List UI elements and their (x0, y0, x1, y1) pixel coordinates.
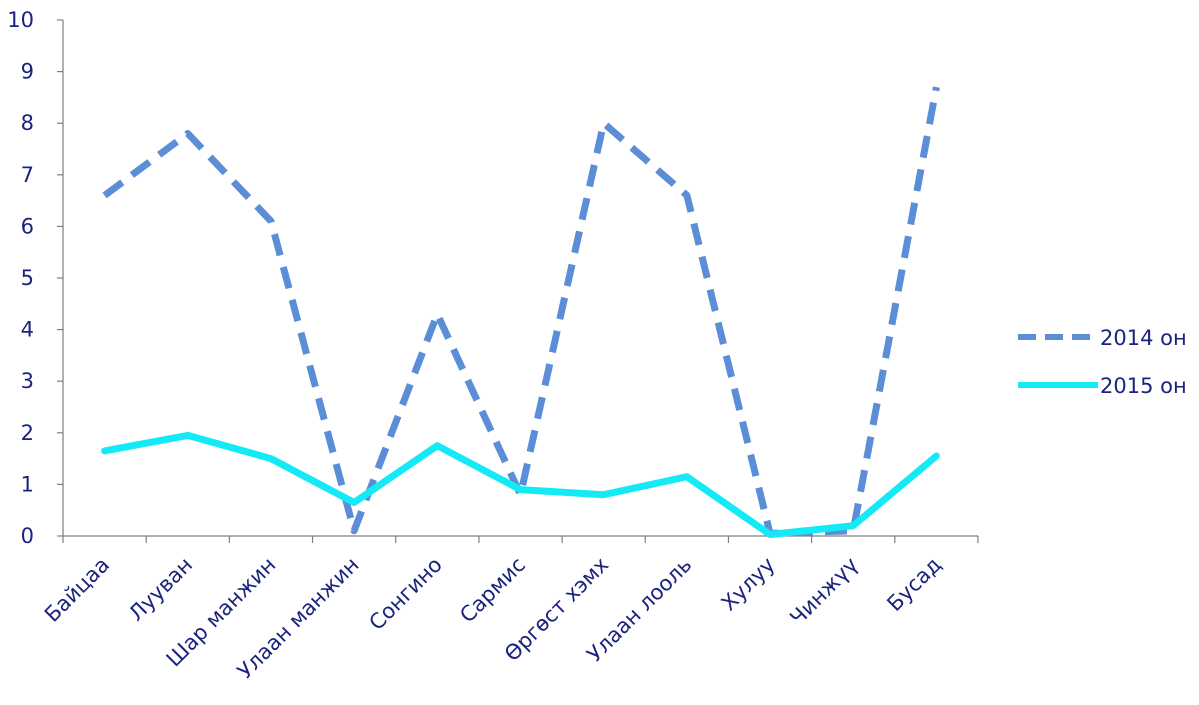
y-tick-label: 9 (21, 60, 34, 84)
legend: 2014 он 2015 он (1018, 326, 1187, 398)
legend-label: 2014 он (1100, 326, 1187, 350)
legend-label: 2015 он (1100, 374, 1187, 398)
x-tick-label: Байцаа (40, 553, 114, 627)
y-tick-label: 5 (21, 266, 34, 290)
y-tick-label: 7 (21, 163, 34, 187)
y-tick-label: 6 (21, 214, 34, 238)
x-tick-label: Сонгино (364, 553, 446, 635)
y-tick-label: 10 (7, 8, 34, 32)
x-tick-label: Сармис (455, 553, 530, 628)
x-tick-label: Бусад (882, 553, 945, 616)
x-tick-label: Хулуу (717, 553, 780, 616)
y-tick-label: 1 (21, 472, 34, 496)
y-tick-label: 2 (21, 421, 34, 445)
y-tick-label: 4 (21, 318, 34, 342)
x-tick-label: Чинжүү (785, 553, 862, 630)
series-line-0 (102, 86, 940, 537)
y-tick-label: 8 (21, 111, 34, 135)
series-line-1 (101, 431, 940, 538)
y-tick-label: 3 (21, 369, 34, 393)
y-tick-label: 0 (21, 524, 34, 548)
x-tick-label: Лууван (124, 553, 197, 626)
series-layer (101, 86, 940, 538)
